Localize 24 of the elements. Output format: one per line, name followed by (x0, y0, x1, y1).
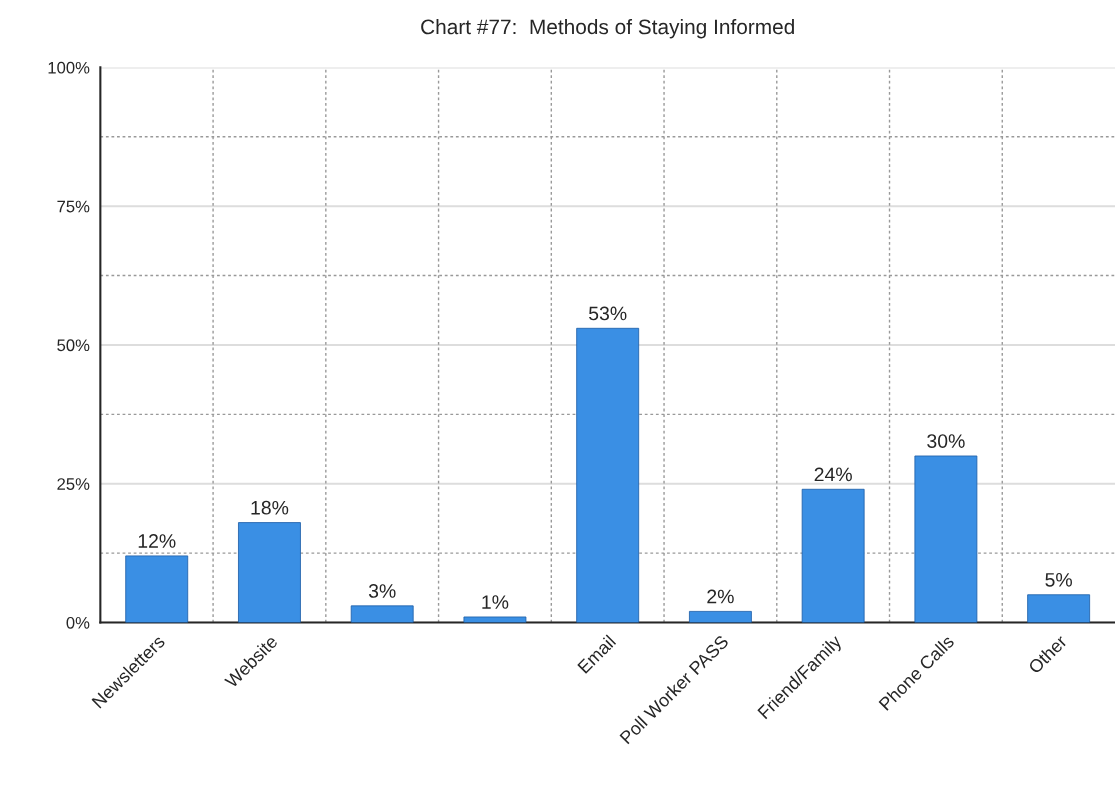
bar (350, 605, 414, 623)
y-tick-label: 0% (66, 616, 90, 629)
data-label: 1% (482, 595, 509, 609)
bar (463, 616, 527, 623)
bar (125, 555, 189, 623)
data-label: 53% (588, 306, 627, 321)
data-label: 3% (368, 584, 396, 598)
data-label: 5% (1045, 573, 1072, 587)
data-label: 24% (814, 467, 852, 482)
data-label: 18% (251, 500, 289, 515)
bar (688, 610, 752, 623)
bar (801, 488, 865, 623)
y-tick-label: 50% (57, 339, 90, 352)
data-label: 30% (927, 434, 965, 448)
bar (238, 522, 301, 623)
bar (576, 327, 640, 623)
chart-title: Chart #77: Methods of Staying Informed (421, 18, 794, 39)
bar (1027, 594, 1091, 623)
data-label: 12% (138, 534, 176, 548)
data-label: 2% (707, 589, 734, 604)
y-tick-label: 25% (57, 478, 90, 490)
y-tick-label: 100% (48, 61, 90, 74)
bar (914, 455, 978, 623)
y-tick-label: 75% (57, 200, 90, 213)
